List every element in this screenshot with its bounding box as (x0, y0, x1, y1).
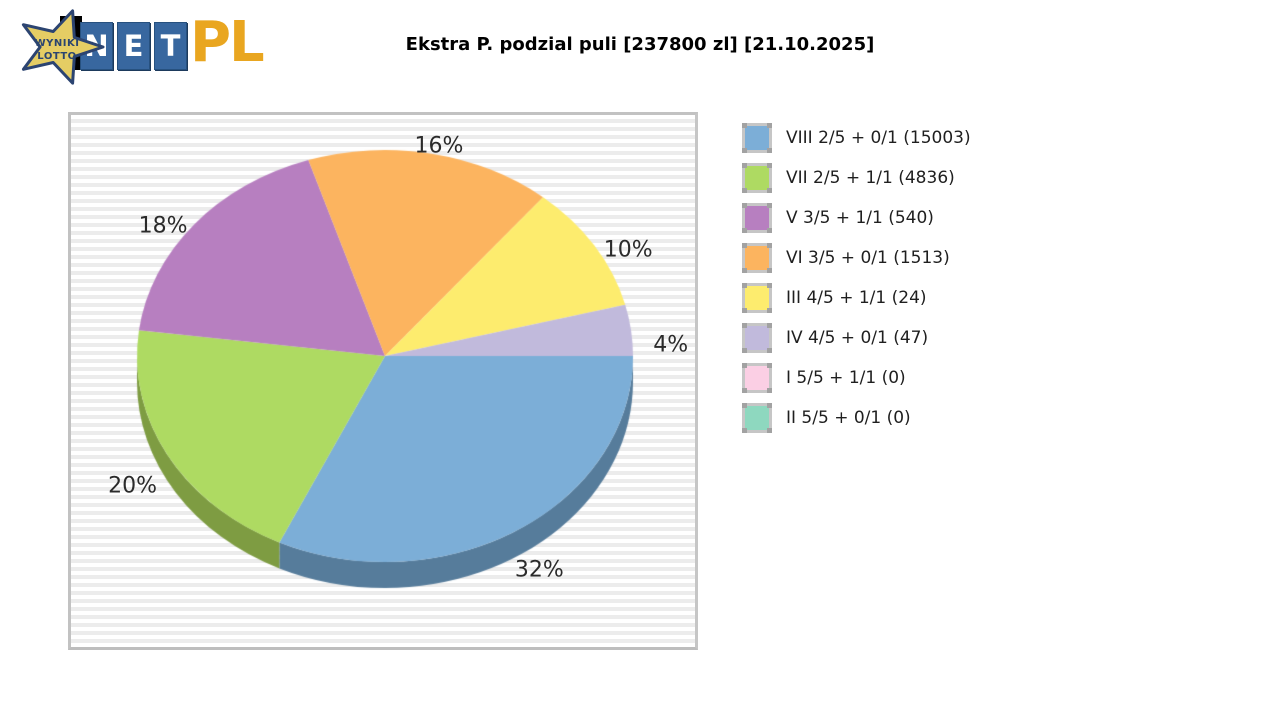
site-logo: NET PL WYNIKI LOTTO (12, 4, 282, 90)
logo-net-tile: E (117, 22, 150, 70)
legend-label: VI 3/5 + 0/1 (1513) (786, 248, 950, 268)
legend-label: IV 4/5 + 0/1 (47) (786, 328, 929, 348)
pie-chart-panel: 32% 20% 18% 16% 10% 4% (68, 112, 698, 650)
legend-label: II 5/5 + 0/1 (0) (786, 408, 911, 428)
pie-slice-percent-label: 4% (653, 332, 689, 358)
legend-label: V 3/5 + 1/1 (540) (786, 208, 934, 228)
pie-slice-percent-label: 32% (514, 557, 564, 583)
pie-slice-percent-label: 10% (603, 237, 653, 263)
legend-item: VIII 2/5 + 0/1 (15003) (742, 118, 971, 158)
chart-legend: VIII 2/5 + 0/1 (15003) VII 2/5 + 1/1 (483… (742, 118, 971, 438)
legend-swatch (742, 283, 772, 313)
legend-label: III 4/5 + 1/1 (24) (786, 288, 927, 308)
legend-swatch (742, 243, 772, 273)
legend-item: I 5/5 + 1/1 (0) (742, 358, 971, 398)
pie-slice-percent-label: 16% (414, 133, 464, 159)
legend-swatch (742, 203, 772, 233)
logo-net-tiles: NET (80, 22, 187, 70)
legend-swatch (742, 363, 772, 393)
chart-title: Ekstra P. podzial puli [237800 zl] [21.1… (405, 34, 875, 55)
pie-chart-canvas (71, 115, 695, 647)
lotto-star-icon: WYNIKI LOTTO (21, 9, 105, 85)
legend-swatch (742, 163, 772, 193)
pie-slice-percent-label: 18% (138, 213, 188, 239)
pie-slice-percent-label: 20% (108, 473, 158, 499)
legend-item: VI 3/5 + 0/1 (1513) (742, 238, 971, 278)
legend-swatch (742, 323, 772, 353)
legend-label: VIII 2/5 + 0/1 (15003) (786, 128, 971, 148)
legend-swatch (742, 123, 772, 153)
legend-item: V 3/5 + 1/1 (540) (742, 198, 971, 238)
logo-net-tile: T (154, 22, 187, 70)
legend-item: III 4/5 + 1/1 (24) (742, 278, 971, 318)
legend-item: II 5/5 + 0/1 (0) (742, 398, 971, 438)
legend-swatch (742, 403, 772, 433)
legend-label: VII 2/5 + 1/1 (4836) (786, 168, 955, 188)
legend-item: IV 4/5 + 0/1 (47) (742, 318, 971, 358)
svg-text:WYNIKI: WYNIKI (35, 38, 80, 49)
logo-pl-text: PL (190, 10, 265, 75)
svg-text:LOTTO: LOTTO (37, 51, 76, 62)
legend-label: I 5/5 + 1/1 (0) (786, 368, 906, 388)
legend-item: VII 2/5 + 1/1 (4836) (742, 158, 971, 198)
